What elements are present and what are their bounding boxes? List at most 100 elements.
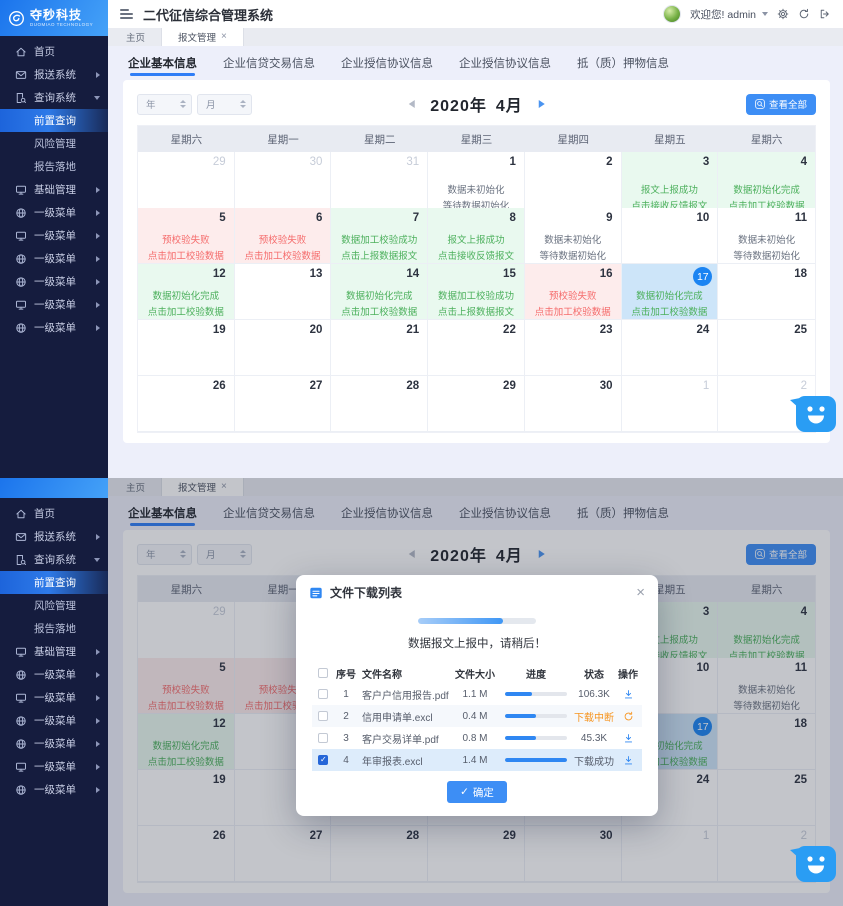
calendar-cell[interactable]: 26 [138, 376, 235, 432]
calendar-cell[interactable]: 9 数据未初始化等待数据初始化 [524, 208, 622, 264]
calendar-cell[interactable]: 11 数据未初始化 等待数据初始化 [718, 208, 815, 264]
sidebar-item[interactable]: 基础管理 [0, 640, 108, 663]
sidebar-item[interactable]: 一级菜单 [0, 293, 108, 316]
calendar-cell[interactable]: 11 数据未初始化 等待数据初始化 [718, 658, 815, 714]
year-stepper-icon[interactable] [180, 550, 186, 558]
day-status-text[interactable]: 预校验失败点击加工校验数据 [242, 683, 324, 714]
day-status-text[interactable]: 数据初始化完成点击加工校验数据 [629, 739, 711, 770]
calendar-cell[interactable]: 15 数据加工校验成功点击上报数据报文 [428, 264, 525, 320]
sidebar-item[interactable]: 一级菜单 [0, 316, 108, 339]
download-table-row[interactable]: 4 年审报表.excl 1.4 M 下载成功 [312, 749, 642, 771]
download-action-icon[interactable] [623, 733, 634, 744]
calendar-cell[interactable]: 18 [718, 714, 815, 770]
sidebar-subitem-active[interactable]: 前置查询 [0, 571, 108, 594]
row-checkbox-checked[interactable] [318, 755, 328, 765]
calendar-cell[interactable]: 28 [331, 376, 429, 432]
chat-bubble-button[interactable] [790, 396, 836, 432]
sidebar-item[interactable]: 报送系统 [0, 525, 108, 548]
sidebar-item[interactable]: 一级菜单 [0, 270, 108, 293]
sidebar-item[interactable]: 一级菜单 [0, 247, 108, 270]
sidebar-item[interactable]: 一级菜单 [0, 224, 108, 247]
download-table-row[interactable]: 2 信用申请单.excl 0.4 M 下载中断 [312, 705, 642, 727]
sidebar-item[interactable]: 查询系统 [0, 548, 108, 571]
content-tab[interactable]: 企业授信协议信息 [459, 58, 551, 70]
calendar-cell[interactable]: 18 [718, 264, 815, 320]
sidebar-subitem[interactable]: 报告落地 [0, 155, 108, 178]
next-month-icon[interactable] [538, 100, 545, 108]
confirm-button[interactable]: ✓ 确定 [447, 781, 507, 803]
day-status-text[interactable]: 数据初始化完成点击加工校验数据 [725, 633, 808, 664]
sidebar-item[interactable]: 查询系统 [0, 86, 108, 109]
calendar-cell[interactable]: 17 数据初始化完成 点击加工校验数据 [621, 264, 719, 320]
day-status-text[interactable]: 数据未初始化等待数据初始化 [435, 183, 517, 214]
calendar-cell[interactable]: 30 [524, 376, 622, 432]
view-all-button[interactable]: 查看全部 [745, 543, 816, 565]
day-status-text[interactable]: 数据加工校验成功点击上报数据报文 [338, 233, 420, 264]
day-status-text[interactable]: 报文上报成功点击接收反馈报文 [629, 633, 711, 664]
sidebar-item[interactable]: 一级菜单 [0, 755, 108, 778]
sidebar-subitem[interactable]: 风险管理 [0, 594, 108, 617]
calendar-cell[interactable]: 27 [234, 826, 332, 882]
day-status-text[interactable]: 数据初始化完成点击加工校验数据 [338, 289, 420, 320]
download-table-row[interactable]: 1 客户户信用报告.pdf 1.1 M 106.3K [312, 683, 642, 705]
calendar-cell[interactable]: 7 数据加工校验成功点击上报数据报文 [331, 208, 429, 264]
sidebar-subitem[interactable]: 报告落地 [0, 617, 108, 640]
sidebar-subitem-active[interactable]: 前置查询 [0, 109, 108, 132]
calendar-cell[interactable]: 14 数据初始化完成点击加工校验数据 [331, 264, 429, 320]
content-tab-active[interactable]: 企业基本信息 [128, 505, 197, 526]
row-checkbox[interactable] [318, 689, 328, 699]
month-select[interactable]: 月 [197, 93, 252, 115]
logout-icon[interactable] [819, 8, 831, 20]
calendar-cell[interactable]: 6 预校验失败点击加工校验数据 [234, 208, 332, 264]
user-avatar[interactable] [663, 5, 682, 23]
prev-month-icon[interactable] [408, 550, 415, 558]
refresh-icon[interactable] [798, 8, 810, 20]
day-status-text[interactable]: 报文上报成功点击接收反馈报文 [629, 183, 711, 214]
next-month-icon[interactable] [538, 550, 545, 558]
calendar-cell[interactable]: 27 [234, 376, 332, 432]
tab-close-icon[interactable]: × [221, 481, 227, 492]
year-select[interactable]: 年 [137, 93, 192, 115]
window-tab[interactable]: 主页 [110, 28, 163, 46]
calendar-cell[interactable]: 30 [524, 826, 622, 882]
sidebar-item[interactable]: 一级菜单 [0, 686, 108, 709]
user-menu-caret-icon[interactable] [762, 12, 768, 16]
prev-month-icon[interactable] [408, 100, 415, 108]
settings-icon[interactable] [777, 8, 789, 20]
calendar-cell[interactable]: 12 数据初始化完成 点击加工校验数据 [138, 714, 235, 770]
content-tab[interactable]: 企业授信协议信息 [341, 58, 433, 70]
tab-close-icon[interactable]: × [221, 31, 227, 42]
chat-bubble-button[interactable] [790, 846, 836, 882]
day-status-text[interactable]: 预校验失败点击加工校验数据 [145, 683, 227, 714]
year-select[interactable]: 年 [137, 543, 192, 565]
day-status-text[interactable]: 预校验失败点击加工校验数据 [242, 233, 324, 264]
content-tab[interactable]: 企业信贷交易信息 [223, 508, 315, 520]
calendar-cell[interactable]: 21 [331, 320, 429, 376]
content-tab[interactable]: 企业授信协议信息 [341, 508, 433, 520]
calendar-cell[interactable]: 26 [138, 826, 235, 882]
sidebar-item[interactable]: 首页 [0, 502, 108, 525]
content-tab-active[interactable]: 企业基本信息 [128, 55, 197, 76]
download-table-row[interactable]: 3 客户交易详单.pdf 0.8 M 45.3K [312, 727, 642, 749]
calendar-cell[interactable]: 29 [428, 376, 525, 432]
content-tab[interactable]: 抵（质）押物信息 [577, 508, 669, 520]
calendar-cell[interactable]: 24 [621, 320, 719, 376]
window-tab[interactable]: 主页 [110, 478, 163, 496]
hamburger-menu-icon[interactable] [120, 9, 133, 19]
day-status-text[interactable]: 数据未初始化等待数据初始化 [725, 683, 808, 714]
calendar-cell[interactable]: 1 [621, 826, 719, 882]
day-status-text[interactable]: 数据加工校验成功点击上报数据报文 [435, 289, 517, 320]
welcome-text[interactable]: 欢迎您! admin [690, 8, 756, 21]
calendar-cell[interactable]: 22 [428, 320, 525, 376]
calendar-cell[interactable]: 28 [331, 826, 429, 882]
day-status-text[interactable]: 数据未初始化等待数据初始化 [532, 233, 614, 264]
calendar-cell[interactable]: 5 预校验失败 点击加工校验数据 [138, 658, 235, 714]
sidebar-item[interactable]: 一级菜单 [0, 709, 108, 732]
content-tab[interactable]: 企业信贷交易信息 [223, 58, 315, 70]
calendar-cell[interactable]: 1 [621, 376, 719, 432]
sidebar-item[interactable]: 首页 [0, 40, 108, 63]
window-tab-active[interactable]: 报文管理 × [162, 28, 244, 46]
calendar-cell[interactable]: 19 [138, 770, 235, 826]
day-status-text[interactable]: 数据初始化完成点击加工校验数据 [629, 289, 711, 320]
